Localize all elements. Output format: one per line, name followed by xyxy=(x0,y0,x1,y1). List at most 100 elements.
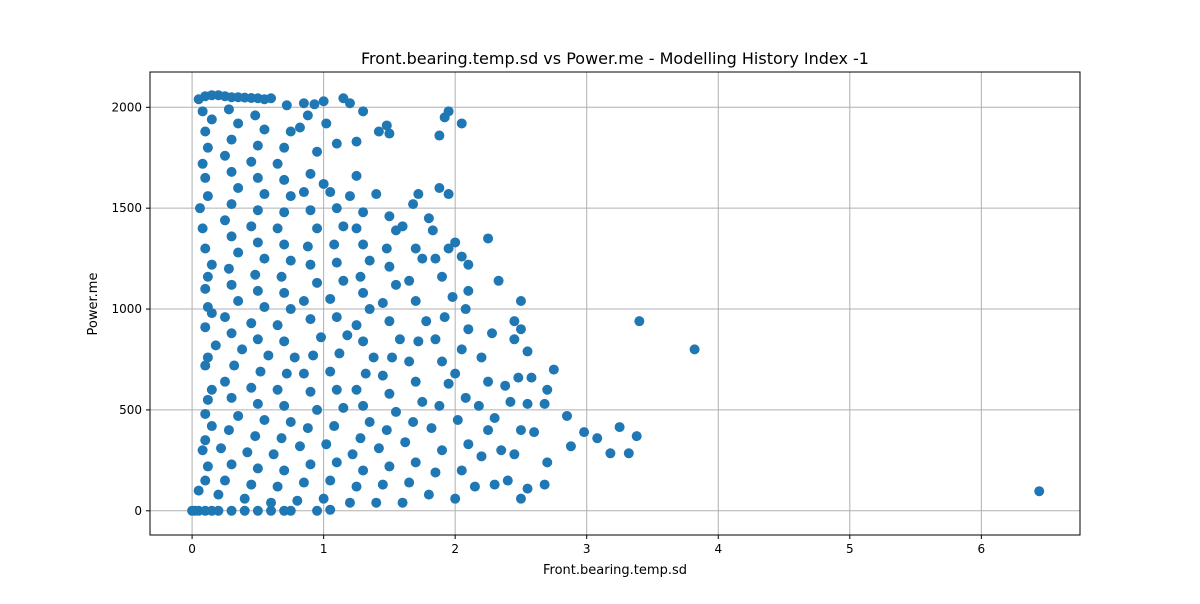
data-point xyxy=(250,110,261,121)
data-point xyxy=(344,98,355,109)
data-point xyxy=(242,447,253,458)
data-point xyxy=(463,439,474,450)
data-point xyxy=(325,187,336,198)
data-point xyxy=(263,350,274,361)
data-point xyxy=(509,449,520,460)
data-point xyxy=(285,126,296,137)
data-point xyxy=(417,396,428,407)
data-point xyxy=(515,493,526,504)
data-point xyxy=(381,425,392,436)
data-point xyxy=(246,479,257,490)
data-point xyxy=(252,505,263,516)
data-point xyxy=(321,118,332,129)
data-point xyxy=(443,106,454,117)
data-point xyxy=(515,425,526,436)
data-point xyxy=(408,417,419,428)
data-point xyxy=(233,247,244,258)
data-point xyxy=(210,340,221,351)
data-point xyxy=(197,223,208,234)
data-point xyxy=(463,324,474,335)
x-axis-label: Front.bearing.temp.sd xyxy=(543,563,687,578)
data-point xyxy=(463,285,474,296)
data-point xyxy=(509,316,520,327)
data-point xyxy=(390,279,401,290)
data-point xyxy=(371,189,382,200)
data-point xyxy=(329,421,340,432)
data-point xyxy=(298,477,309,488)
data-point xyxy=(338,402,349,413)
data-point xyxy=(410,457,421,468)
data-point xyxy=(496,445,507,456)
data-point xyxy=(266,505,277,516)
data-point xyxy=(276,271,287,282)
data-point xyxy=(565,441,576,452)
data-point xyxy=(410,376,421,387)
data-point xyxy=(355,271,366,282)
data-point xyxy=(298,187,309,198)
y-tick-label: 2000 xyxy=(111,100,142,114)
data-point xyxy=(443,189,454,200)
data-point xyxy=(226,199,237,210)
data-point xyxy=(298,98,309,109)
data-point xyxy=(279,207,290,218)
data-point xyxy=(216,443,227,454)
data-point xyxy=(279,239,290,250)
data-point xyxy=(331,203,342,214)
data-point xyxy=(309,99,320,110)
data-point xyxy=(329,239,340,250)
data-point xyxy=(294,441,305,452)
data-point xyxy=(515,324,526,335)
data-point xyxy=(561,410,572,421)
data-point xyxy=(413,189,424,200)
data-point xyxy=(316,332,327,343)
data-point xyxy=(259,415,270,426)
data-point xyxy=(202,394,213,405)
data-point xyxy=(237,344,248,355)
data-point xyxy=(226,166,237,177)
data-point xyxy=(206,259,217,270)
data-point xyxy=(689,344,700,355)
data-point xyxy=(194,203,205,214)
data-point xyxy=(226,134,237,145)
data-point xyxy=(279,287,290,298)
data-point xyxy=(493,275,504,286)
data-point xyxy=(246,221,257,232)
data-point xyxy=(285,505,296,516)
data-point xyxy=(226,459,237,470)
data-point xyxy=(202,142,213,153)
data-point xyxy=(308,350,319,361)
data-point xyxy=(200,360,211,371)
data-point xyxy=(509,334,520,345)
data-point xyxy=(476,352,487,363)
data-point xyxy=(272,320,283,331)
data-point xyxy=(377,370,388,381)
data-point xyxy=(272,158,283,169)
data-point xyxy=(305,259,316,270)
data-point xyxy=(226,328,237,339)
data-point xyxy=(226,279,237,290)
data-point xyxy=(272,481,283,492)
data-point xyxy=(408,199,419,210)
data-point xyxy=(272,384,283,395)
data-point xyxy=(539,398,550,409)
data-point xyxy=(592,433,603,444)
data-point xyxy=(397,497,408,508)
data-point xyxy=(351,320,362,331)
data-point xyxy=(426,423,437,434)
data-point xyxy=(338,221,349,232)
data-point xyxy=(197,158,208,169)
data-point xyxy=(344,191,355,202)
data-point xyxy=(397,221,408,232)
data-point xyxy=(381,120,392,131)
data-point xyxy=(384,388,395,399)
y-axis-ticks: 0 500 1000 1500 2000 xyxy=(111,100,150,518)
data-point xyxy=(404,477,415,488)
data-point xyxy=(305,205,316,216)
data-point xyxy=(298,368,309,379)
data-point xyxy=(384,316,395,327)
data-point xyxy=(259,253,270,264)
data-point xyxy=(437,271,448,282)
data-point xyxy=(522,346,533,357)
data-point xyxy=(325,293,336,304)
